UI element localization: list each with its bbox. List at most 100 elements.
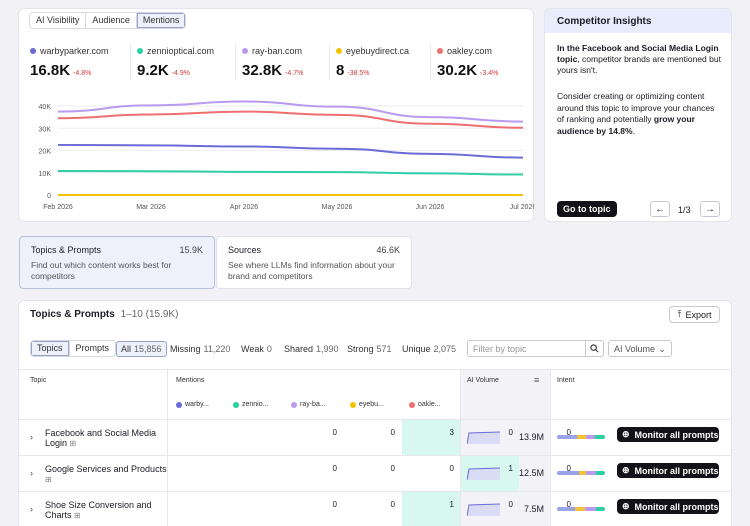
monitor-label: Monitor all prompts xyxy=(634,429,719,440)
filter-chip-missing[interactable]: Missing 11,220 xyxy=(166,341,234,357)
domain-value: 8 xyxy=(336,62,345,79)
domain-label: ray-ban.com xyxy=(242,46,303,56)
magnify-plus-icon: ⊕ xyxy=(622,465,630,475)
header-ai-volume[interactable]: AI Volume xyxy=(467,377,499,384)
mention-count: 0 xyxy=(508,500,513,509)
intent-segment xyxy=(585,435,596,439)
mention-count: 0 xyxy=(332,428,337,437)
mention-count: 1 xyxy=(508,464,513,473)
filter-chip-shared[interactable]: Shared 1,990 xyxy=(280,341,343,357)
x-tick-label: May 2026 xyxy=(322,204,353,211)
next-insight-button[interactable]: → xyxy=(700,201,720,217)
sort-select[interactable]: AI Volume ⌄ xyxy=(608,340,672,357)
chevron-down-icon: ⌄ xyxy=(658,344,666,354)
filter-chip-count: 571 xyxy=(376,344,392,354)
y-tick-label: 30K xyxy=(39,126,52,133)
tab-prompts[interactable]: Prompts xyxy=(69,341,116,356)
chevron-right-icon[interactable]: › xyxy=(30,468,33,478)
filter-chip-label: Missing xyxy=(170,344,201,354)
topic-filter-input[interactable]: Filter by topic xyxy=(467,340,586,357)
search-button[interactable] xyxy=(585,340,604,357)
x-tick-label: Mar 2026 xyxy=(136,204,166,211)
domain-column-header: ray-ba... xyxy=(291,401,326,408)
legend-dot xyxy=(242,48,248,54)
table-header-bg xyxy=(19,369,731,419)
filter-chip-all[interactable]: All 15,856 xyxy=(116,341,167,357)
domain-change: -4.8% xyxy=(73,70,92,77)
topic-name[interactable]: Shoe Size Conversion and Charts ⊞ xyxy=(45,500,167,521)
intent-segment xyxy=(585,471,597,475)
topic-name[interactable]: Facebook and Social Media Login ⊞ xyxy=(45,428,167,449)
volume-sparkline xyxy=(467,503,500,517)
legend-dot xyxy=(350,401,356,408)
mention-count: 0 xyxy=(566,500,571,509)
domain-name: oakley.com xyxy=(447,46,492,56)
mention-count: 0 xyxy=(332,500,337,509)
filter-chip-weak[interactable]: Weak 0 xyxy=(237,341,276,357)
y-tick-label: 0 xyxy=(47,193,51,200)
source-tab-topics[interactable]: Topics & Prompts 15.9K Find out which co… xyxy=(19,236,215,289)
domain-column-header: oakle... xyxy=(409,401,441,408)
source-tab-count: 46.6K xyxy=(376,245,400,255)
filter-chip-count: 0 xyxy=(266,344,272,354)
mention-highlight xyxy=(402,492,460,526)
filter-chip-count: 2,075 xyxy=(433,344,457,354)
legend-dot xyxy=(176,401,182,408)
prev-insight-button[interactable]: ← xyxy=(650,201,670,217)
domain-separator xyxy=(430,44,431,80)
domain-value-row: 16.8K -4.8% xyxy=(30,62,109,79)
mention-count: 0 xyxy=(566,464,571,473)
domain-column-header: eyebu... xyxy=(350,401,384,408)
domain-separator xyxy=(329,44,330,80)
insights-growth: grow your audience by 14.8% xyxy=(557,114,695,136)
table-title-text: Topics & Prompts xyxy=(30,309,115,320)
filter-chip-unique[interactable]: Unique 2,075 xyxy=(398,341,460,357)
header-topic: Topic xyxy=(30,377,47,384)
monitor-all-prompts-button[interactable]: ⊕ Monitor all prompts xyxy=(617,427,719,442)
ai-volume-value: 7.5M xyxy=(523,504,544,514)
monitor-all-prompts-button[interactable]: ⊕ Monitor all prompts xyxy=(617,463,719,478)
source-tab-sources[interactable]: Sources 46.6K See where LLMs find inform… xyxy=(216,236,412,289)
insights-text-2: Consider creating or optimizing content … xyxy=(557,91,723,137)
filter-chip-label: Unique xyxy=(402,344,431,354)
intent-segment xyxy=(584,507,597,511)
topics-table-card xyxy=(18,300,732,526)
magnify-plus-icon: ⊕ xyxy=(622,429,630,439)
row-divider xyxy=(19,491,731,492)
column-divider xyxy=(550,370,551,526)
tab-topics[interactable]: Topics xyxy=(31,341,70,356)
table-title: Topics & Prompts 1–10 (15.9K) xyxy=(30,309,178,320)
intent-segment xyxy=(595,435,605,439)
competitor-insights-card: Competitor Insights In the Facebook and … xyxy=(544,8,732,222)
domain-name: zennioptical.com xyxy=(147,46,215,56)
domain-change: -4.9% xyxy=(171,70,190,77)
arrow-left-icon: ← xyxy=(655,203,665,215)
sort-icon[interactable]: ≡ xyxy=(534,375,540,385)
filter-chip-count: 1,990 xyxy=(316,344,339,354)
insights-header: Competitor Insights xyxy=(545,9,731,33)
chevron-right-icon[interactable]: › xyxy=(30,432,33,442)
domain-separator xyxy=(130,44,131,80)
series-line-oakley-com xyxy=(57,110,524,129)
filter-chip-strong[interactable]: Strong 571 xyxy=(343,341,396,357)
go-to-topic-button[interactable]: Go to topic xyxy=(557,201,617,217)
tab-mentions[interactable]: Mentions xyxy=(136,13,186,28)
y-tick-label: 10K xyxy=(39,171,52,178)
row-divider xyxy=(19,419,731,420)
chevron-right-icon[interactable]: › xyxy=(30,504,33,514)
mention-count: 3 xyxy=(449,428,454,437)
tab-ai-visibility[interactable]: AI Visibility xyxy=(30,13,87,28)
view-switch: AI Visibility Audience Mentions xyxy=(29,12,187,29)
domain-label: oakley.com xyxy=(437,46,498,56)
series-line-zennioptical-com xyxy=(57,169,524,176)
topic-name[interactable]: Google Services and Products ⊞ xyxy=(45,464,167,485)
export-button[interactable]: ⤒ Export xyxy=(669,306,720,323)
source-tab-topics-head: Topics & Prompts 15.9K xyxy=(31,245,203,255)
x-tick-label: Jul 2026 xyxy=(510,204,534,211)
intent-bar xyxy=(557,435,605,439)
insight-pager: 1/3 xyxy=(678,205,691,215)
legend-dot xyxy=(409,401,415,408)
tab-audience[interactable]: Audience xyxy=(86,13,137,28)
monitor-all-prompts-button[interactable]: ⊕ Monitor all prompts xyxy=(617,499,719,514)
domain-name: eyebuydirect.ca xyxy=(346,46,410,56)
